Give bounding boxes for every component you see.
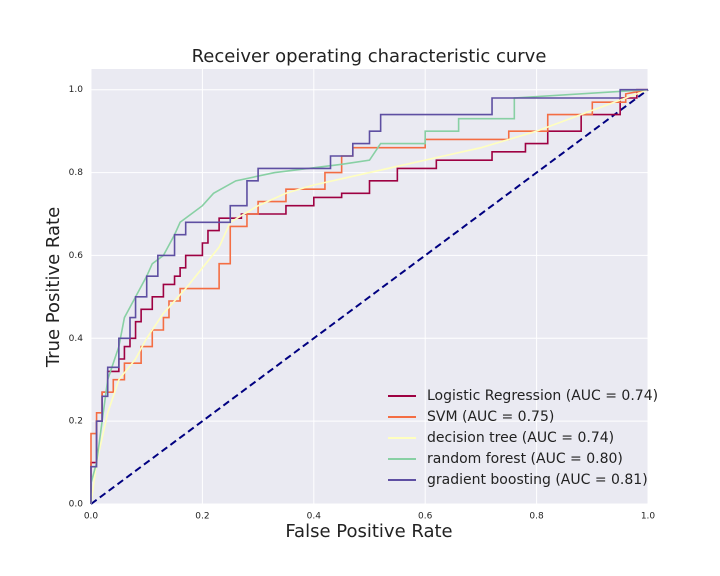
chart-title: Receiver operating characteristic curve bbox=[192, 46, 547, 67]
y-tick-label: 0.4 bbox=[69, 334, 84, 344]
legend-label: Logistic Regression (AUC = 0.74) bbox=[427, 388, 658, 404]
x-tick-label: 0.2 bbox=[195, 512, 209, 522]
x-axis-label: False Positive Rate bbox=[285, 521, 452, 542]
legend-label: gradient boosting (AUC = 0.81) bbox=[427, 472, 648, 488]
x-tick-label: 0.0 bbox=[84, 512, 99, 522]
y-tick-label: 0.8 bbox=[69, 168, 84, 178]
roc-curve bbox=[90, 88, 649, 505]
roc-curve bbox=[90, 88, 648, 504]
roc-curve bbox=[90, 88, 649, 504]
legend-label: SVM (AUC = 0.75) bbox=[427, 409, 554, 425]
x-tick-label: 0.4 bbox=[307, 512, 322, 522]
x-tick-label: 0.8 bbox=[529, 512, 544, 522]
x-tick-label: 0.6 bbox=[418, 512, 433, 522]
reference-line bbox=[90, 88, 649, 505]
roc-curve bbox=[90, 88, 648, 504]
y-axis-label: True Positive Rate bbox=[43, 207, 64, 368]
y-tick-label: 0.2 bbox=[69, 417, 83, 427]
y-tick-label: 1.0 bbox=[69, 85, 84, 95]
legend-label: decision tree (AUC = 0.74) bbox=[427, 430, 614, 446]
legend-label: random forest (AUC = 0.80) bbox=[427, 451, 623, 467]
y-tick-label: 0.0 bbox=[69, 500, 84, 510]
roc-curve bbox=[90, 88, 649, 504]
x-tick-label: 1.0 bbox=[641, 512, 656, 522]
y-tick-label: 0.6 bbox=[69, 251, 84, 261]
